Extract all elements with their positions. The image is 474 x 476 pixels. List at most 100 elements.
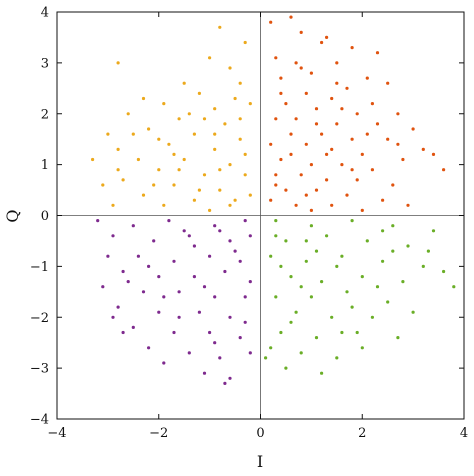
data-point <box>304 193 308 197</box>
data-point <box>116 305 120 309</box>
data-point <box>182 81 186 85</box>
data-point <box>96 219 100 223</box>
data-point <box>218 25 222 29</box>
data-point <box>213 224 217 228</box>
data-point <box>365 76 369 80</box>
data-point <box>243 219 247 223</box>
data-point <box>370 315 374 319</box>
data-point <box>121 269 125 274</box>
data-point <box>202 117 207 121</box>
x-axis-label: I <box>257 452 263 471</box>
data-point <box>345 86 349 90</box>
data-point <box>131 132 135 136</box>
data-point <box>335 122 339 126</box>
data-point <box>406 244 410 248</box>
data-point <box>177 315 181 319</box>
data-point <box>101 285 105 289</box>
data-point <box>355 178 359 182</box>
data-point <box>294 203 298 207</box>
data-point <box>106 254 110 258</box>
data-point <box>172 259 176 263</box>
data-point <box>192 132 196 136</box>
y-tick-label: 3 <box>41 56 49 71</box>
data-point <box>340 254 344 258</box>
data-point <box>289 275 293 279</box>
data-point <box>213 147 217 151</box>
data-point <box>218 188 222 192</box>
data-point <box>141 193 146 197</box>
data-point <box>289 132 293 136</box>
data-point <box>284 239 288 243</box>
data-point <box>340 330 344 335</box>
data-point <box>233 96 237 101</box>
data-point <box>411 127 415 131</box>
data-point <box>177 168 181 172</box>
data-point <box>162 361 166 365</box>
data-point <box>162 102 166 106</box>
data-point <box>289 15 293 19</box>
data-point <box>381 229 385 233</box>
data-point <box>431 152 436 156</box>
data-point <box>279 157 283 162</box>
data-point <box>284 102 288 106</box>
data-point <box>396 142 400 146</box>
data-point <box>309 295 313 299</box>
data-point <box>131 325 135 329</box>
data-point <box>294 61 298 65</box>
data-point <box>228 315 232 319</box>
data-point <box>304 239 308 243</box>
data-point <box>406 203 410 207</box>
data-point <box>172 152 176 156</box>
data-point <box>192 244 196 248</box>
data-point <box>121 330 125 335</box>
data-point <box>157 137 161 141</box>
data-point <box>391 183 395 187</box>
zero-lines <box>57 12 464 419</box>
data-point <box>162 295 166 299</box>
data-point <box>182 229 186 233</box>
data-point <box>223 122 227 126</box>
data-point <box>157 168 161 172</box>
data-point <box>330 147 334 151</box>
data-point <box>197 188 201 192</box>
data-point <box>314 336 319 340</box>
data-point <box>320 40 324 45</box>
data-point <box>330 315 334 319</box>
data-point <box>167 142 171 146</box>
y-axis-label: Q <box>3 209 22 222</box>
data-point <box>350 46 354 50</box>
data-point <box>426 249 430 253</box>
data-point <box>391 224 395 228</box>
data-point <box>152 183 156 187</box>
data-point <box>279 330 283 335</box>
data-points <box>91 15 456 385</box>
data-point <box>284 366 288 370</box>
data-point <box>136 157 140 162</box>
data-point <box>101 183 105 187</box>
data-point <box>309 163 313 167</box>
data-point <box>304 259 308 263</box>
y-tick-label: 2 <box>41 107 49 122</box>
data-point <box>116 61 120 65</box>
data-point <box>355 330 359 335</box>
data-point <box>360 152 364 156</box>
data-point <box>126 112 130 116</box>
data-point <box>228 66 232 70</box>
data-point <box>157 275 161 279</box>
data-point <box>243 173 247 177</box>
data-point <box>126 280 130 284</box>
data-point <box>248 280 252 284</box>
data-point <box>228 239 232 243</box>
data-point <box>304 91 308 95</box>
data-point <box>192 275 196 279</box>
data-point <box>238 336 242 340</box>
data-point <box>187 112 191 116</box>
data-point <box>91 157 95 162</box>
data-point <box>289 320 293 324</box>
data-point <box>386 137 390 141</box>
data-point <box>442 269 446 274</box>
data-point <box>248 234 252 238</box>
data-point <box>218 168 222 172</box>
data-point <box>320 280 324 284</box>
